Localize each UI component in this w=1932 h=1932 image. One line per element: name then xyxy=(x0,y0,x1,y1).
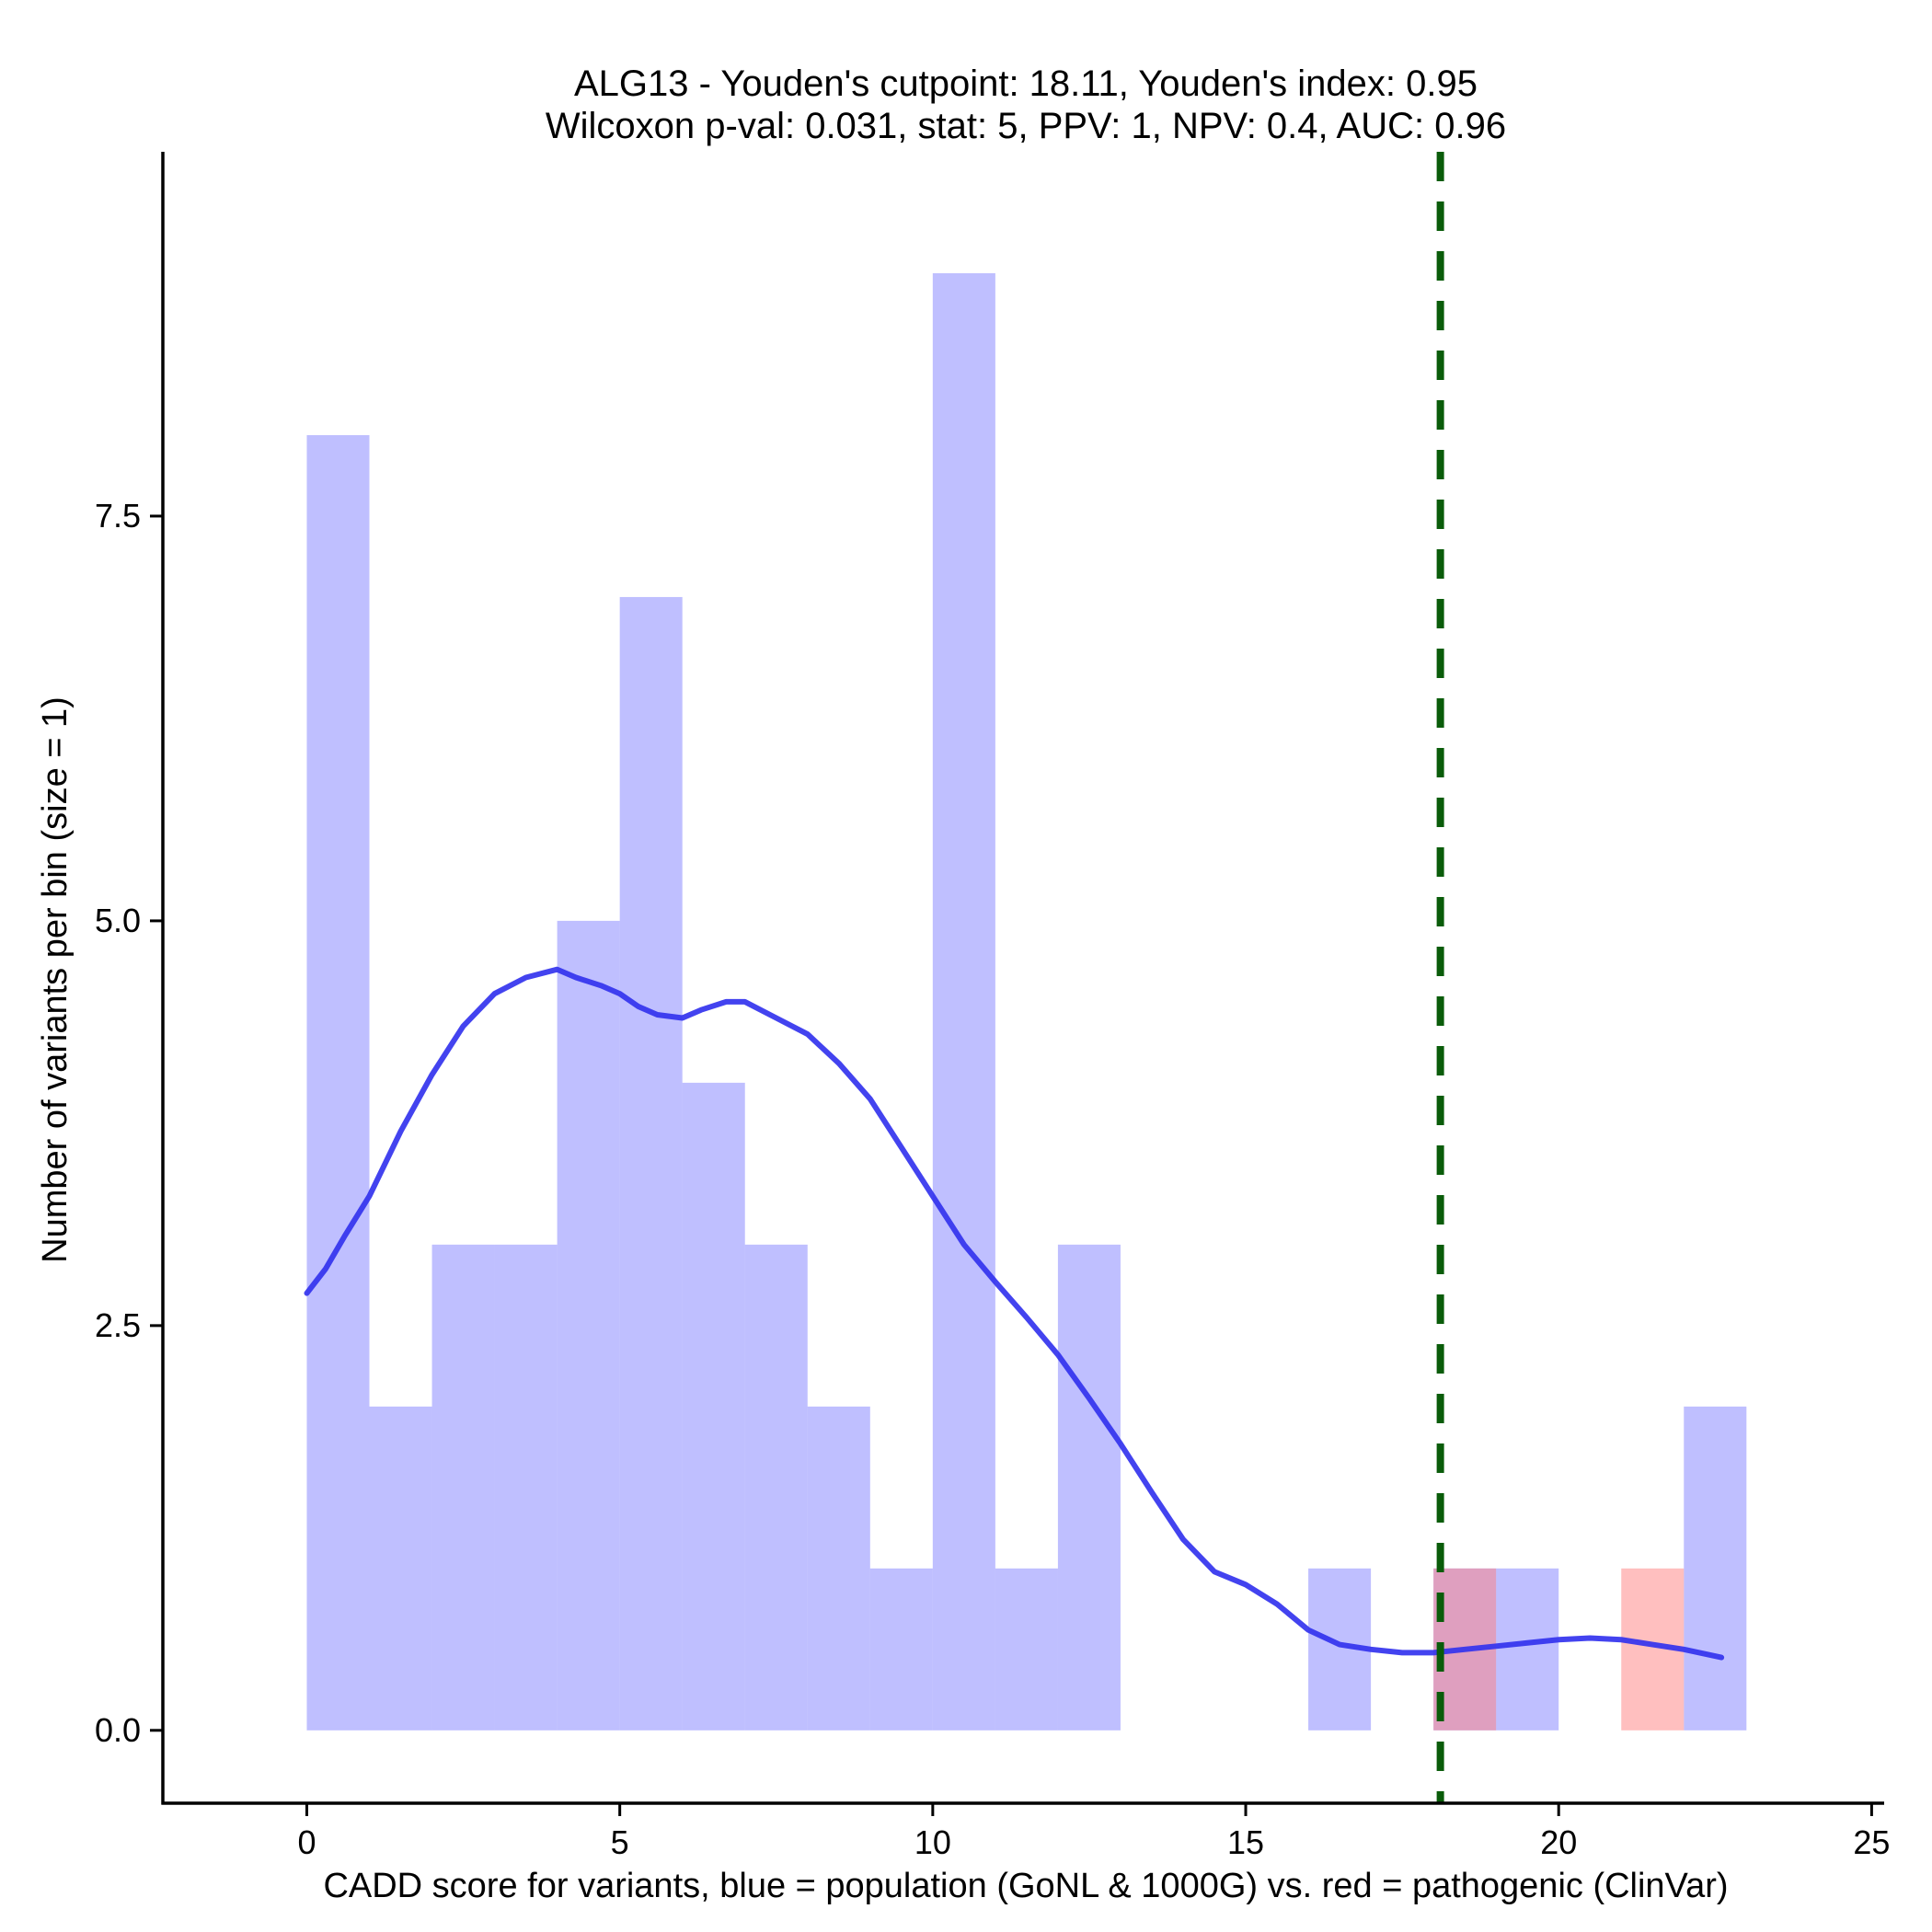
population-bar-9 xyxy=(869,1568,933,1731)
population-bar-22 xyxy=(1684,1406,1747,1731)
chart-title: ALG13 - Youden's cutpoint: 18.11, Youden… xyxy=(574,63,1478,104)
chart-subtitle: Wilcoxon p-val: 0.031, stat: 5, PPV: 1, … xyxy=(546,106,1506,146)
density-curve-layer xyxy=(304,966,1725,1661)
x-tick-label-0: 0 xyxy=(297,1823,316,1861)
x-axis-label: CADD score for variants, blue = populati… xyxy=(323,1867,1728,1905)
x-tick-label-20: 20 xyxy=(1540,1823,1577,1861)
population-bar-4 xyxy=(557,920,620,1731)
y-tick-label-2.5: 2.5 xyxy=(95,1306,141,1344)
population-bar-19 xyxy=(1496,1568,1559,1731)
y-tick-label-5.0: 5.0 xyxy=(95,902,141,939)
axes-layer xyxy=(150,152,1884,1816)
y-axis-label: Number of variants per bin (size = 1) xyxy=(36,696,75,1263)
population-bar-2 xyxy=(431,1244,495,1731)
bars-layer xyxy=(306,272,1747,1731)
x-tick-label-25: 25 xyxy=(1853,1823,1890,1861)
x-tick-label-10: 10 xyxy=(914,1823,951,1861)
population-bar-12 xyxy=(1057,1244,1121,1731)
population-bar-0 xyxy=(306,434,370,1731)
labels-layer: ALG13 - Youden's cutpoint: 18.11, Youden… xyxy=(36,63,1890,1905)
population-bar-6 xyxy=(682,1082,745,1731)
population-bar-3 xyxy=(494,1244,558,1731)
y-tick-label-0.0: 0.0 xyxy=(95,1711,141,1749)
population-bar-10 xyxy=(932,272,995,1731)
population-bar-11 xyxy=(995,1568,1058,1731)
population-bar-1 xyxy=(369,1406,432,1731)
y-tick-label-7.5: 7.5 xyxy=(95,497,141,535)
population-bar-7 xyxy=(744,1244,808,1731)
population-bar-8 xyxy=(807,1406,870,1731)
population-bar-5 xyxy=(619,596,683,1731)
x-tick-label-15: 15 xyxy=(1227,1823,1264,1861)
density-curve-line xyxy=(304,966,1725,1661)
x-tick-label-5: 5 xyxy=(611,1823,629,1861)
